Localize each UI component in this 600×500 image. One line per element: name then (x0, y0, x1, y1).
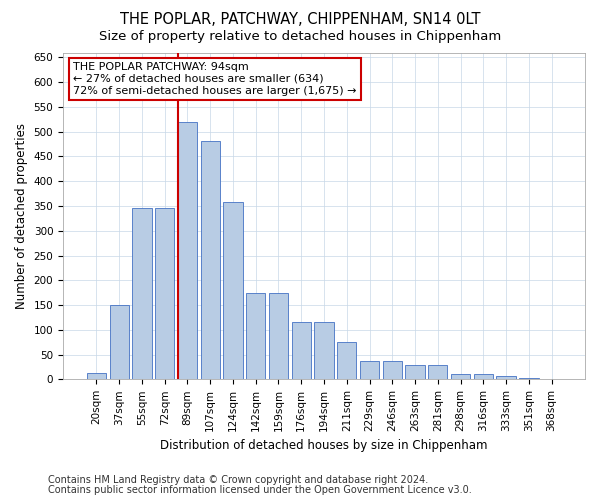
Bar (200, 141, 220, 380)
Bar (314, 322, 334, 380)
X-axis label: Distribution of detached houses by size in Chippenham: Distribution of detached houses by size … (160, 440, 488, 452)
Bar (223, 202, 242, 380)
Y-axis label: Number of detached properties: Number of detached properties (15, 123, 28, 309)
Bar (178, 122, 197, 380)
Bar (519, 378, 539, 380)
Bar (496, 376, 516, 380)
Text: Contains HM Land Registry data © Crown copyright and database right 2024.: Contains HM Land Registry data © Crown c… (48, 475, 428, 485)
Bar (87, 373, 106, 380)
Bar (292, 322, 311, 380)
Bar (360, 361, 379, 380)
Bar (269, 292, 288, 380)
Bar (155, 208, 175, 380)
Bar (337, 342, 356, 380)
Bar (383, 361, 402, 380)
Bar (428, 365, 448, 380)
Text: Size of property relative to detached houses in Chippenham: Size of property relative to detached ho… (99, 30, 501, 43)
Bar (246, 292, 265, 380)
Bar (473, 374, 493, 380)
Text: THE POPLAR, PATCHWAY, CHIPPENHAM, SN14 0LT: THE POPLAR, PATCHWAY, CHIPPENHAM, SN14 0… (120, 12, 480, 28)
Bar (132, 208, 152, 380)
Text: Contains public sector information licensed under the Open Government Licence v3: Contains public sector information licen… (48, 485, 472, 495)
Bar (451, 374, 470, 380)
Bar (406, 365, 425, 380)
Bar (110, 305, 129, 380)
Text: THE POPLAR PATCHWAY: 94sqm
← 27% of detached houses are smaller (634)
72% of sem: THE POPLAR PATCHWAY: 94sqm ← 27% of deta… (73, 62, 357, 96)
